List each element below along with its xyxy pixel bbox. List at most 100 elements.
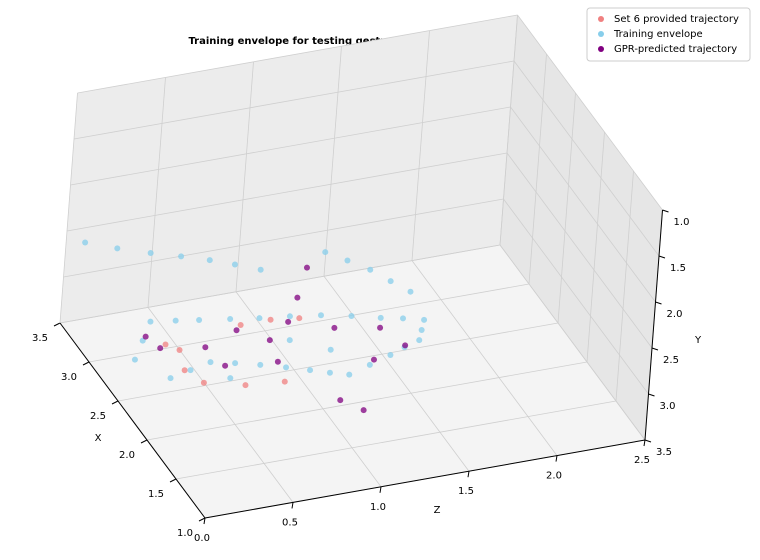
x-tick-label: 2.5	[90, 411, 106, 422]
z-tick-label: 0.5	[282, 517, 298, 528]
z-tick-label: 1.5	[458, 486, 474, 497]
data-point	[202, 344, 209, 351]
z-tick	[379, 486, 382, 493]
grid-line	[499, 244, 646, 441]
data-point	[337, 397, 344, 404]
y-tick-label: 1.5	[670, 263, 686, 274]
data-point	[418, 327, 425, 334]
y-tick	[648, 393, 655, 397]
data-point	[131, 356, 138, 363]
grid-line	[528, 53, 547, 285]
z-axis-label: Z	[434, 505, 441, 516]
data-point	[142, 333, 149, 340]
data-point	[303, 264, 310, 271]
legend-marker	[598, 46, 604, 52]
data-point	[416, 337, 423, 344]
data-point	[407, 288, 414, 295]
data-point	[176, 347, 183, 354]
z-tick-label: 2.0	[546, 471, 562, 482]
x-tick	[198, 517, 206, 522]
data-point	[402, 342, 409, 349]
data-point	[274, 358, 281, 365]
grid-line	[506, 152, 653, 349]
grid-line	[147, 307, 294, 503]
grid-line	[557, 92, 576, 324]
data-point	[286, 337, 293, 344]
y-tick-label: 3.5	[656, 447, 672, 458]
y-tick-label: 2.0	[667, 309, 683, 320]
z-tick	[203, 517, 206, 525]
grid-line	[503, 198, 649, 395]
data-point	[387, 352, 394, 358]
data-point	[283, 364, 290, 371]
data-point	[346, 371, 353, 378]
data-point	[266, 337, 273, 344]
data-point	[181, 367, 188, 374]
legend-box	[586, 7, 751, 62]
data-point	[360, 407, 367, 414]
y-tick	[655, 301, 662, 305]
data-point	[370, 356, 377, 363]
right-pane	[500, 15, 663, 440]
y-tick-label: 2.5	[663, 355, 679, 366]
data-point	[232, 360, 239, 367]
data-point	[377, 314, 384, 321]
data-point	[267, 316, 274, 323]
legend-label: Training envelope	[613, 29, 703, 40]
x-tick-label: 3.5	[32, 333, 48, 344]
legend-label: GPR-predicted trajectory	[614, 44, 737, 55]
chart-title: Training envelope for testing gesture 6 …	[188, 36, 477, 47]
z-tick-label: 1.0	[370, 502, 386, 513]
data-point	[257, 361, 264, 368]
z-tick	[643, 439, 646, 447]
y-axis	[644, 209, 663, 441]
grid-line	[73, 60, 515, 140]
y-tick	[644, 439, 652, 443]
floor-pane	[60, 245, 645, 518]
data-point	[318, 312, 324, 319]
data-point	[285, 318, 292, 325]
grid-line	[63, 198, 504, 278]
x-tick-label: 1.5	[148, 489, 164, 500]
grid-line	[59, 92, 78, 324]
z-tick	[291, 502, 294, 509]
data-point	[331, 324, 338, 331]
grid-line	[411, 260, 558, 456]
grid-line	[517, 14, 663, 211]
left-pane	[60, 15, 518, 323]
x-tick	[82, 361, 90, 366]
data-point	[207, 359, 214, 366]
data-point	[326, 369, 333, 376]
z-tick	[467, 471, 470, 478]
y-tick-label: 3.0	[660, 401, 676, 412]
grid-line	[323, 275, 470, 472]
grid-line	[175, 400, 617, 480]
data-point	[421, 316, 428, 323]
data-point	[114, 245, 121, 252]
data-point	[348, 313, 355, 319]
grid-line	[513, 60, 660, 257]
data-point	[322, 249, 329, 256]
grid-line	[77, 14, 518, 94]
x-tick	[111, 400, 119, 405]
grid-line	[235, 291, 382, 488]
data-point	[157, 345, 164, 352]
y-tick	[651, 347, 659, 351]
x-tick-label: 2.0	[119, 450, 135, 461]
x-tick-label: 3.0	[61, 372, 77, 383]
x-axis	[59, 322, 206, 519]
grid-line	[70, 106, 511, 186]
z-tick-label: 0.0	[194, 533, 210, 544]
data-point	[227, 375, 234, 382]
data-point	[366, 361, 373, 368]
data-point	[196, 317, 203, 324]
data-point	[200, 379, 207, 386]
z-axis	[204, 439, 646, 519]
grid-line	[235, 61, 254, 292]
data-point	[231, 261, 238, 268]
x-axis-label: X	[95, 433, 102, 444]
legend-marker	[598, 31, 604, 37]
x-tick	[169, 478, 177, 483]
data-point	[227, 315, 234, 322]
z-tick-label: 2.5	[634, 455, 650, 466]
